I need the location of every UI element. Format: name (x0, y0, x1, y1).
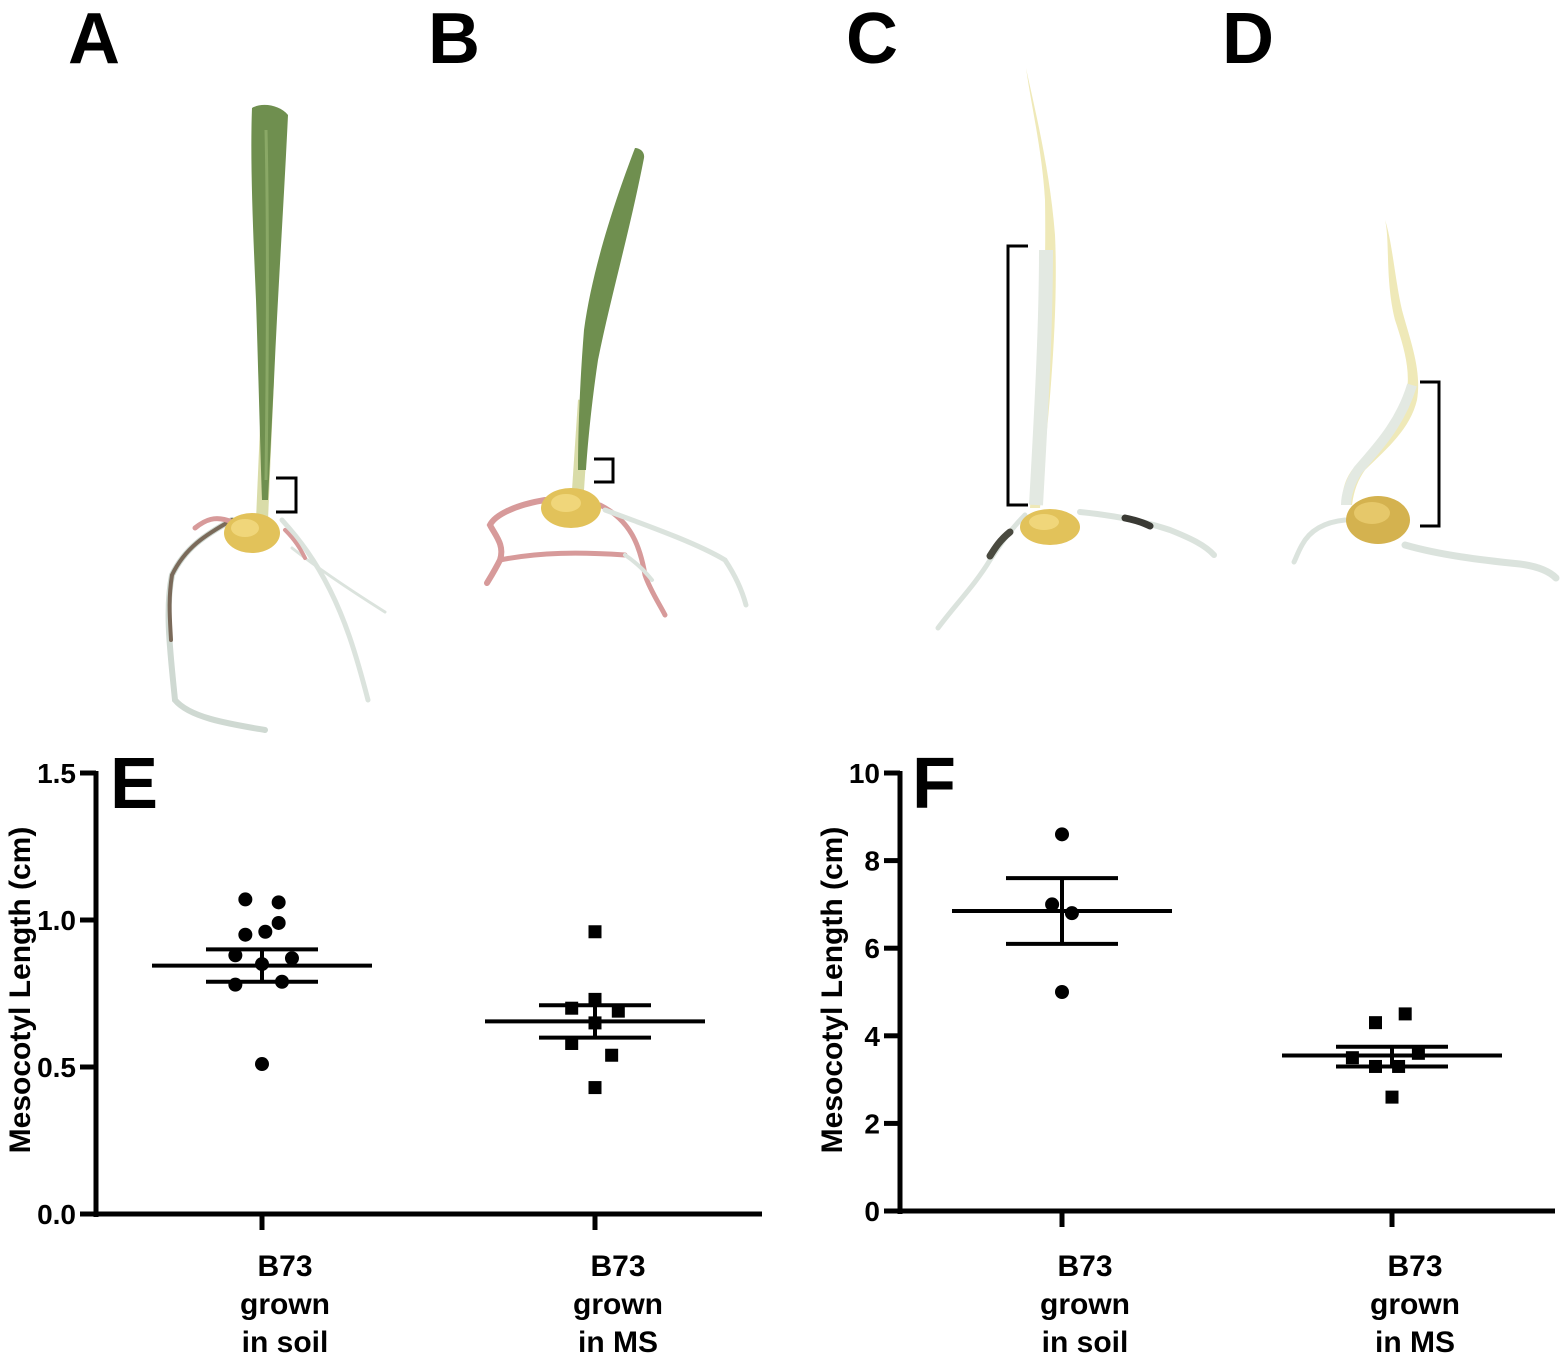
mesocotyl-bracket (276, 476, 298, 514)
scatter-chart-f: 0 2 4 6 8 10 B73 grown in soil B73 grown in MS (849, 758, 1555, 1359)
data-point (284, 951, 299, 966)
x-category-label: B73 (1387, 1250, 1442, 1283)
data-point (1411, 1046, 1425, 1060)
data-point (228, 948, 243, 963)
seedling-photo-d (1291, 220, 1560, 582)
scatter-chart-e: 0.0 0.5 1.0 1.5 B73 grown in soil B73 grown in MS (37, 758, 762, 1359)
root-system (935, 509, 1217, 631)
y-axis-title-f: Mesocotyl Length (cm) (816, 827, 849, 1154)
data-point (605, 1048, 619, 1062)
x-category-label: in soil (242, 1326, 329, 1359)
etiolated-shoot (1342, 220, 1419, 505)
data-point (588, 992, 602, 1006)
data-point (1045, 897, 1060, 912)
panel-letter-f: F (912, 744, 956, 824)
data-point (1345, 1051, 1359, 1065)
data-point (271, 895, 286, 910)
y-tick-label: 1.0 (37, 905, 76, 936)
data-point (588, 925, 602, 939)
data-point (238, 927, 253, 942)
x-category-label: in MS (1375, 1326, 1455, 1359)
seedling-photo-c (935, 68, 1217, 631)
y-tick-label: 1.5 (37, 758, 76, 789)
x-category-label: B73 (257, 1250, 312, 1283)
data-point (258, 924, 273, 939)
mesocotyl-bracket (1420, 380, 1441, 528)
root-system (1291, 517, 1560, 582)
y-axis-title-e: Mesocotyl Length (cm) (4, 827, 37, 1154)
data-point (255, 1057, 269, 1072)
mesocotyl-bracket (1006, 244, 1028, 507)
leaf (251, 104, 288, 500)
x-category-label: grown (240, 1288, 330, 1321)
y-tick-label: 10 (849, 758, 880, 789)
data-point (271, 915, 286, 930)
seedling-photo-a (165, 104, 387, 733)
y-tick-label: 0 (864, 1196, 880, 1227)
x-category-label: grown (1370, 1288, 1460, 1321)
mesocotyl-bracket (594, 457, 615, 484)
leaf (578, 148, 645, 470)
y-tick-label: 0.5 (37, 1052, 76, 1083)
data-point (1369, 1016, 1382, 1030)
seedling-photo-b (484, 148, 749, 618)
x-category-label: in soil (1042, 1326, 1129, 1359)
panel-letter-b: B (428, 0, 480, 79)
data-point (1055, 985, 1069, 999)
y-tick-label: 6 (864, 933, 880, 964)
x-category-label: grown (573, 1288, 663, 1321)
panel-letter-c: C (846, 0, 898, 79)
data-point (565, 1036, 579, 1050)
data-point (238, 892, 253, 907)
x-category-label: B73 (1057, 1250, 1112, 1283)
x-category-label: B73 (590, 1250, 645, 1283)
data-point (611, 1004, 625, 1018)
y-tick-label: 4 (864, 1021, 880, 1052)
y-tick-label: 8 (864, 846, 880, 877)
root-system (165, 516, 387, 733)
panel-letter-a: A (68, 0, 120, 79)
panel-letter-e: E (110, 744, 158, 824)
x-category-label: in MS (578, 1326, 658, 1359)
y-tick-label: 0.0 (37, 1199, 76, 1230)
root-system (484, 497, 749, 618)
x-category-label: grown (1040, 1288, 1130, 1321)
data-point (1064, 906, 1079, 921)
panel-letter-d: D (1222, 0, 1274, 79)
data-point (1055, 827, 1069, 842)
data-point (588, 1081, 602, 1095)
y-tick-label: 2 (864, 1108, 880, 1139)
data-point (1385, 1090, 1399, 1104)
data-point (1398, 1007, 1412, 1021)
